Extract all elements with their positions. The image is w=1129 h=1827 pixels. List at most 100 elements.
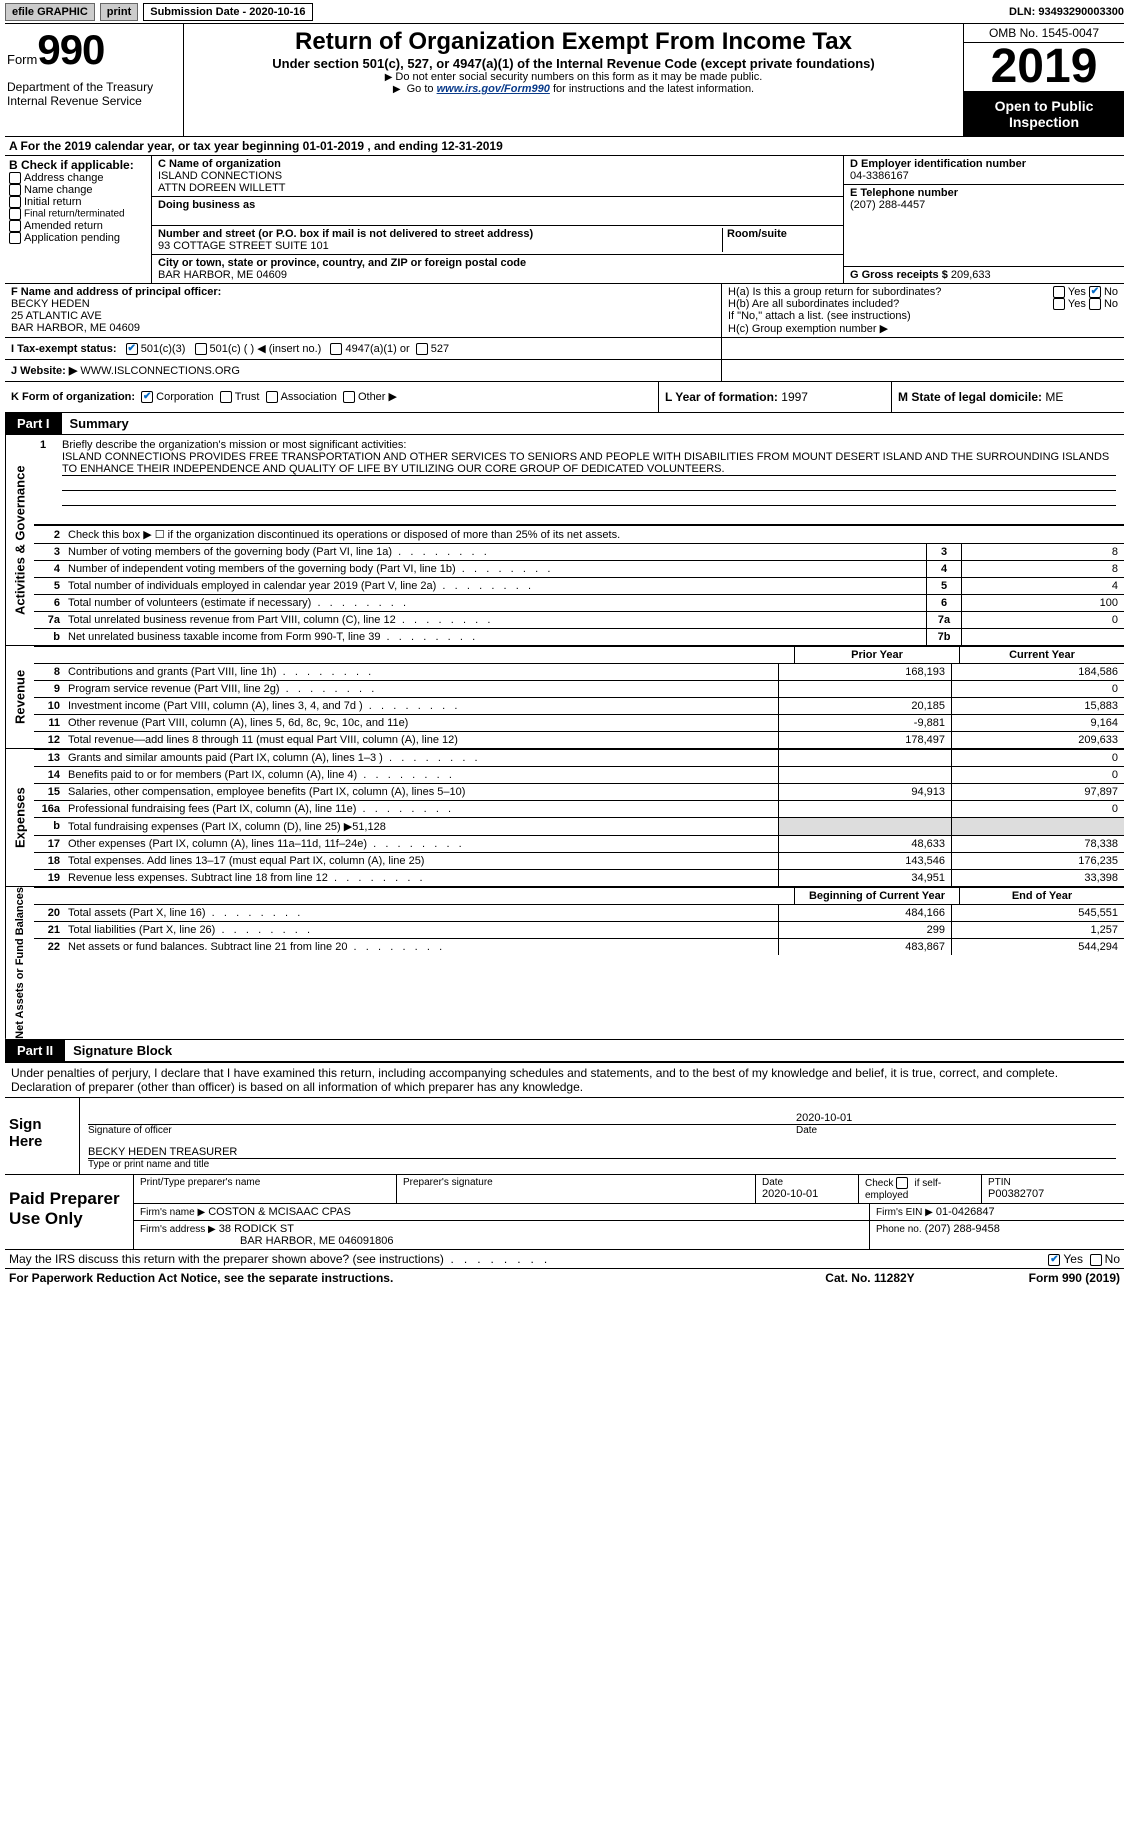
v5: 4 — [961, 578, 1124, 594]
e13p — [778, 750, 951, 766]
irs-link[interactable]: www.irs.gov/Form990 — [437, 83, 550, 95]
n22e: 544,294 — [951, 939, 1124, 955]
side-activities: Activities & Governance — [5, 435, 34, 645]
e17c: 78,338 — [951, 836, 1124, 852]
r11c: 9,164 — [951, 715, 1124, 731]
box-h: H(a) Is this a group return for subordin… — [722, 284, 1124, 337]
box-j: J Website: ▶ WWW.ISLCONNECTIONS.ORG — [5, 360, 722, 381]
ein: 04-3386167 — [850, 170, 1118, 182]
line-a: A For the 2019 calendar year, or tax yea… — [5, 136, 1124, 155]
n20e: 545,551 — [951, 905, 1124, 921]
form-word: Form — [7, 52, 37, 67]
paid-preparer-label: Paid Preparer Use Only — [5, 1175, 134, 1249]
cb-amended[interactable]: Amended return — [9, 220, 147, 232]
r10p: 20,185 — [778, 698, 951, 714]
firm-name: COSTON & MCISAAC CPAS — [208, 1206, 351, 1218]
discuss-no[interactable]: No — [1090, 1252, 1120, 1266]
e13c: 0 — [951, 750, 1124, 766]
cb-assoc[interactable]: Association — [266, 391, 337, 403]
r10c: 15,883 — [951, 698, 1124, 714]
box-k: K Form of organization: Corporation Trus… — [5, 382, 659, 412]
prep-date: 2020-10-01 — [762, 1188, 852, 1200]
r12c: 209,633 — [951, 732, 1124, 748]
e18p: 143,546 — [778, 853, 951, 869]
city-state-zip: BAR HARBOR, ME 04609 — [158, 269, 837, 281]
hb-yes[interactable]: Yes — [1053, 298, 1086, 310]
v7a: 0 — [961, 612, 1124, 628]
identity-section: B Check if applicable: Address change Na… — [5, 155, 1124, 284]
firm-address-2: BAR HARBOR, ME 046091806 — [240, 1235, 393, 1247]
n21b: 299 — [778, 922, 951, 938]
part-1-header: Part I Summary — [5, 413, 1124, 435]
form-subtitle-3: Go to www.irs.gov/Form990 for instructio… — [190, 83, 957, 95]
e18c: 176,235 — [951, 853, 1124, 869]
perjury-statement: Under penalties of perjury, I declare th… — [5, 1063, 1124, 1097]
side-expenses: Expenses — [5, 749, 34, 886]
e15p: 94,913 — [778, 784, 951, 800]
v3: 8 — [961, 544, 1124, 560]
form-header: Form990 Department of the Treasury Inter… — [5, 23, 1124, 136]
print-button[interactable]: print — [100, 3, 138, 21]
form-number: 990 — [37, 26, 104, 73]
n20b: 484,166 — [778, 905, 951, 921]
cb-527[interactable]: 527 — [416, 343, 449, 355]
cb-initial-return[interactable]: Initial return — [9, 196, 147, 208]
box-c: C Name of organization ISLAND CONNECTION… — [152, 156, 844, 283]
cb-name-change[interactable]: Name change — [9, 184, 147, 196]
discuss-yes[interactable]: Yes — [1048, 1252, 1083, 1266]
cb-self-employed[interactable] — [896, 1177, 911, 1189]
officer-name: BECKY HEDEN TREASURER — [88, 1146, 1116, 1158]
department: Department of the Treasury Internal Reve… — [7, 80, 177, 108]
box-de: D Employer identification number 04-3386… — [844, 156, 1124, 283]
r8p: 168,193 — [778, 664, 951, 680]
e15c: 97,897 — [951, 784, 1124, 800]
form-subtitle-2: Do not enter social security numbers on … — [190, 71, 957, 83]
gross-receipts: 209,633 — [951, 269, 991, 281]
phone: (207) 288-4457 — [850, 199, 1118, 211]
footer: For Paperwork Reduction Act Notice, see … — [5, 1268, 1124, 1287]
sign-date: 2020-10-01 — [796, 1112, 1116, 1124]
website: WWW.ISLCONNECTIONS.ORG — [80, 365, 240, 377]
e19p: 34,951 — [778, 870, 951, 886]
v4: 8 — [961, 561, 1124, 577]
e14c: 0 — [951, 767, 1124, 783]
box-l: L Year of formation: 1997 — [659, 382, 892, 412]
cb-pending[interactable]: Application pending — [9, 232, 147, 244]
efile-label: efile GRAPHIC — [5, 3, 95, 21]
org-name-2: ATTN DOREEN WILLETT — [158, 182, 837, 194]
cb-trust[interactable]: Trust — [220, 391, 260, 403]
cb-corp[interactable]: Corporation — [141, 391, 213, 403]
e17p: 48,633 — [778, 836, 951, 852]
ha-no[interactable]: No — [1089, 286, 1118, 298]
cb-address-change[interactable]: Address change — [9, 172, 147, 184]
top-bar: efile GRAPHIC print Submission Date - 20… — [5, 3, 1124, 21]
cb-501c3[interactable]: 501(c)(3) — [126, 343, 186, 355]
e16ac: 0 — [951, 801, 1124, 817]
part-2-header: Part II Signature Block — [5, 1040, 1124, 1062]
cb-final-return[interactable]: Final return/terminated — [9, 208, 147, 220]
firm-phone: (207) 288-9458 — [925, 1223, 1000, 1235]
hb-no[interactable]: No — [1089, 298, 1118, 310]
sign-here-label: Sign Here — [5, 1098, 80, 1174]
r8c: 184,586 — [951, 664, 1124, 680]
cb-other[interactable]: Other ▶ — [343, 391, 397, 403]
street-address: 93 COTTAGE STREET SUITE 101 — [158, 240, 722, 252]
ha-yes[interactable]: Yes — [1053, 286, 1086, 298]
cb-4947[interactable]: 4947(a)(1) or — [330, 343, 409, 355]
n22b: 483,867 — [778, 939, 951, 955]
org-name-1: ISLAND CONNECTIONS — [158, 170, 837, 182]
v6: 100 — [961, 595, 1124, 611]
e14p — [778, 767, 951, 783]
r9p — [778, 681, 951, 697]
box-b: B Check if applicable: Address change Na… — [5, 156, 152, 283]
firm-address-1: 38 RODICK ST — [219, 1223, 294, 1235]
tax-year: 2019 — [964, 43, 1124, 92]
mission-row: 1 Briefly describe the organization's mi… — [34, 435, 1124, 525]
box-m: M State of legal domicile: ME — [892, 382, 1124, 412]
mission-text: ISLAND CONNECTIONS PROVIDES FREE TRANSPO… — [62, 451, 1109, 475]
submission-date: Submission Date - 2020-10-16 — [143, 3, 312, 21]
form-title: Return of Organization Exempt From Incom… — [190, 28, 957, 56]
firm-ein: 01-0426847 — [936, 1206, 995, 1218]
cb-501c[interactable]: 501(c) ( ) ◀ (insert no.) — [195, 343, 322, 355]
e19c: 33,398 — [951, 870, 1124, 886]
